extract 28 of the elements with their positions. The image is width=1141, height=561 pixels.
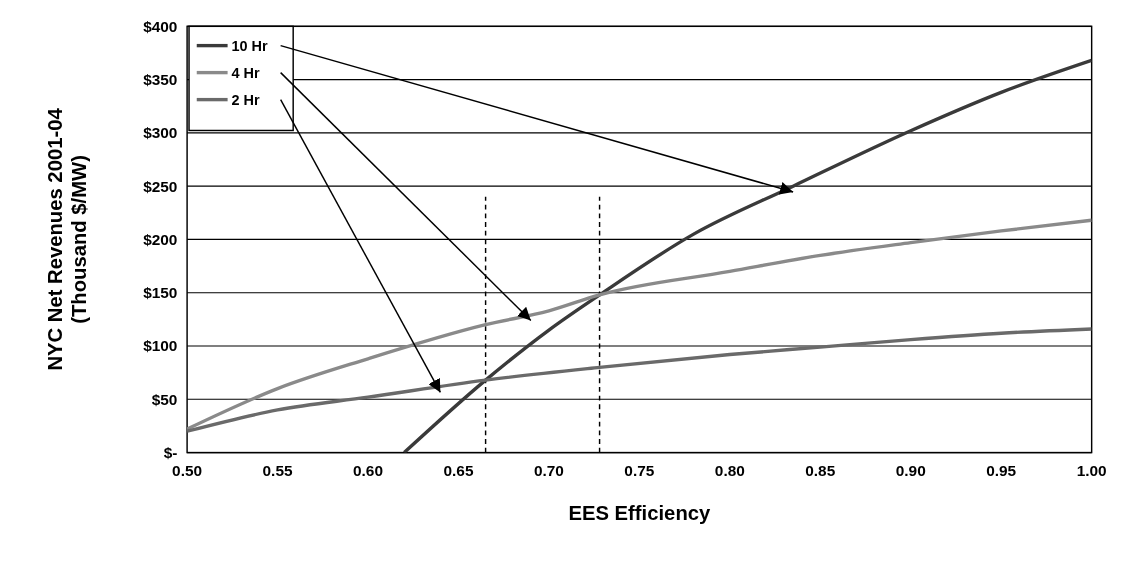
line-series (187, 327, 1092, 433)
x-axis-title: EES Efficiency (568, 502, 712, 525)
x-tick-label: 0.85 (805, 461, 836, 479)
x-tick-label: 0.60 (353, 461, 384, 479)
y-tick-label: $300 (143, 124, 178, 142)
x-tick-label: 0.90 (895, 461, 926, 479)
x-tick-label: 0.55 (262, 461, 293, 479)
x-tick-label: 1.00 (1076, 461, 1107, 479)
y-tick-label: $350 (143, 71, 178, 88)
y-tick-label: $100 (143, 337, 178, 355)
line-series (187, 218, 1092, 431)
y-tick-label: $200 (143, 230, 178, 248)
x-tick-label: 0.65 (443, 461, 474, 479)
y-tick-label: $- (163, 443, 178, 461)
y-tick-label: $150 (143, 284, 178, 302)
y-tick-label: $400 (143, 17, 178, 35)
x-tick-label: 0.75 (624, 461, 655, 479)
y-tick-label: $50 (151, 390, 178, 408)
x-tick-label: 0.70 (533, 461, 564, 479)
line-series (402, 58, 1092, 453)
legend-label: 10 Hr (231, 37, 268, 54)
legend-label: 4 Hr (231, 64, 260, 81)
y-axis-title: NYC Net Revenues 2001-04 (Thousand $/MW) (44, 107, 91, 371)
x-tick-label: 0.95 (986, 461, 1017, 479)
x-tick-label: 0.50 (172, 461, 203, 479)
y-tick-label: $250 (143, 177, 178, 195)
x-tick-label: 0.80 (714, 461, 745, 479)
legend-label: 2 Hr (231, 91, 260, 108)
